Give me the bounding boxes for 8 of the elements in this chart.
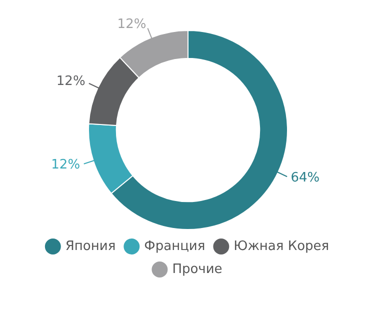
data-label: 12% <box>56 74 86 90</box>
data-label: 64% <box>290 170 320 186</box>
data-label: 12% <box>51 157 80 172</box>
legend-label: Япония <box>65 238 116 254</box>
data-label: 12% <box>117 16 146 32</box>
legend-label: Южная Корея <box>234 238 330 254</box>
legend-label: Франция <box>144 238 206 254</box>
legend-label: Прочие <box>172 262 222 277</box>
